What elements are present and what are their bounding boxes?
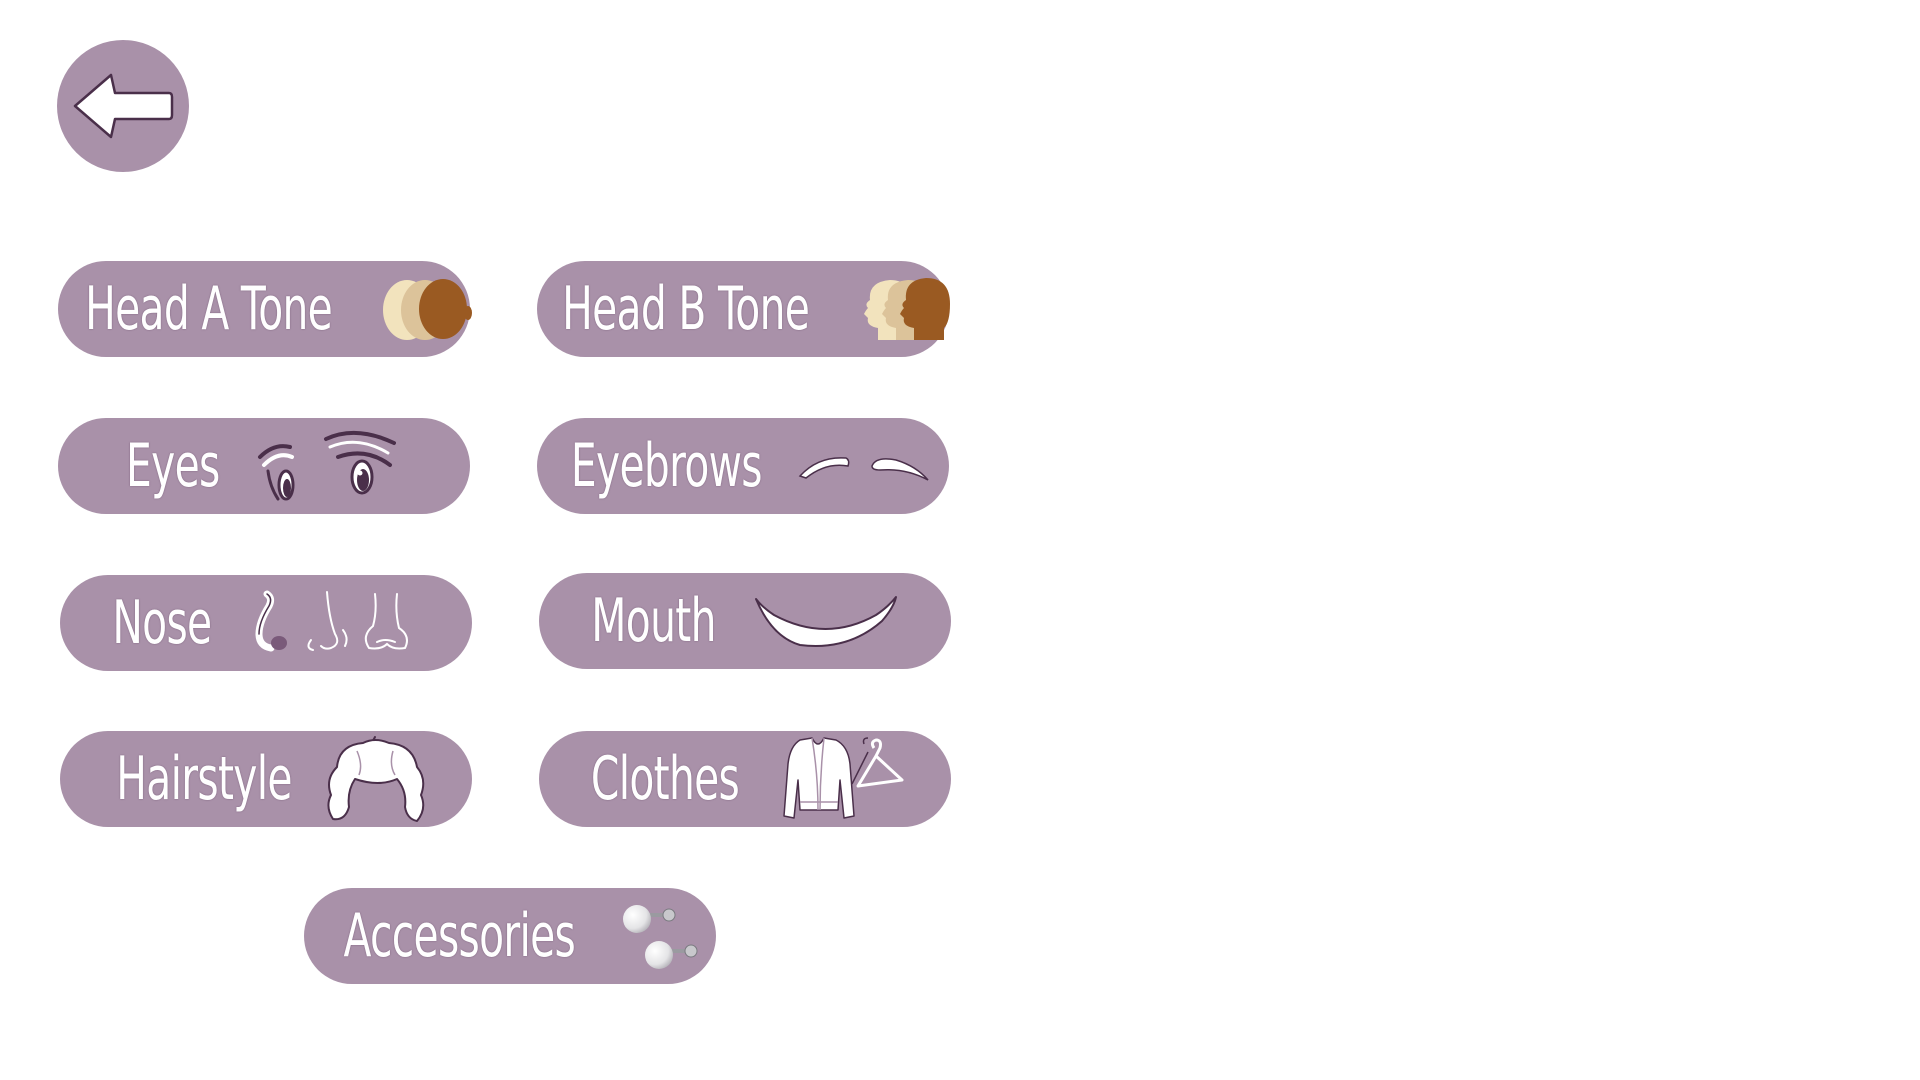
back-button[interactable] bbox=[57, 40, 189, 172]
nose-icon bbox=[245, 588, 415, 658]
skin-tone-heads-front-icon bbox=[381, 276, 473, 342]
nose-label: Nose bbox=[112, 588, 212, 658]
hairstyle-button[interactable]: Hairstyle bbox=[60, 731, 472, 827]
eyes-icon bbox=[256, 425, 396, 507]
nose-button[interactable]: Nose bbox=[60, 575, 472, 671]
head-a-tone-button[interactable]: Head A Tone bbox=[58, 261, 473, 357]
clothes-button[interactable]: Clothes bbox=[539, 731, 951, 827]
eyebrows-label: Eyebrows bbox=[570, 431, 763, 501]
arrow-left-icon bbox=[73, 73, 174, 139]
pearl-earrings-icon bbox=[619, 899, 703, 973]
accessories-label: Accessories bbox=[343, 901, 575, 971]
clothes-label: Clothes bbox=[590, 744, 740, 814]
eyebrows-icon bbox=[796, 446, 932, 486]
head-a-tone-label: Head A Tone bbox=[85, 274, 334, 344]
mouth-label: Mouth bbox=[591, 586, 717, 656]
cardigan-hanger-icon bbox=[764, 734, 906, 824]
eyes-label: Eyes bbox=[126, 431, 220, 501]
head-b-tone-label: Head B Tone bbox=[562, 274, 810, 344]
head-b-tone-button[interactable]: Head B Tone bbox=[537, 261, 950, 357]
skin-tone-heads-profile-icon bbox=[858, 274, 954, 344]
eyes-button[interactable]: Eyes bbox=[58, 418, 470, 514]
mouth-button[interactable]: Mouth bbox=[539, 573, 951, 669]
hair-icon bbox=[323, 735, 429, 823]
mouth-smile-icon bbox=[752, 591, 900, 651]
hairstyle-label: Hairstyle bbox=[116, 744, 292, 814]
eyebrows-button[interactable]: Eyebrows bbox=[537, 418, 949, 514]
accessories-button[interactable]: Accessories bbox=[304, 888, 716, 984]
